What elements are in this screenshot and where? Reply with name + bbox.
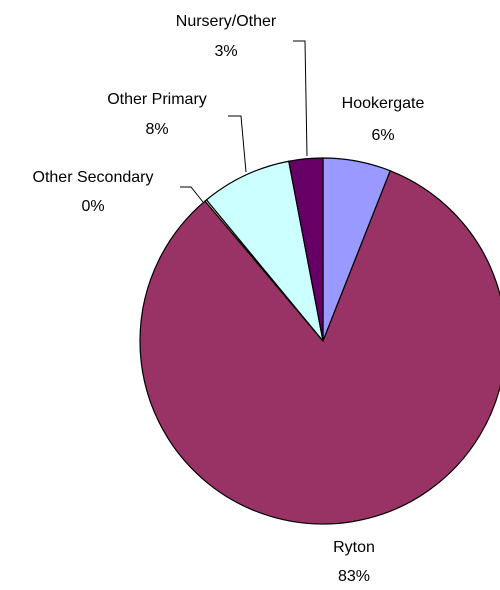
slice-label-percent: 83%: [338, 568, 370, 585]
slice-label-name: Nursery/Other: [176, 13, 277, 30]
leader-lines: [180, 40, 308, 203]
slice-label-percent: 6%: [371, 127, 394, 144]
slice-label-name: Other Secondary: [33, 169, 154, 186]
leader-line: [293, 40, 308, 157]
pie-slices: [139, 157, 500, 525]
pie-slice-other-primary: [205, 160, 324, 342]
slice-label-name: Other Primary: [107, 91, 207, 108]
slice-label-percent: 3%: [214, 43, 237, 60]
slice-label-percent: 8%: [145, 121, 168, 138]
slice-label-name: Hookergate: [342, 95, 425, 112]
slice-label-percent: 0%: [81, 198, 104, 215]
pie-slice-ryton: [139, 170, 500, 525]
pie-slice-nursery-other: [288, 157, 324, 342]
leader-line: [228, 115, 247, 173]
slice-label-name: Ryton: [333, 539, 375, 556]
slice-labels: Hookergate 6% Ryton 83% Other Secondary 0% Oth…: [33, 13, 425, 585]
leader-line: [180, 186, 204, 203]
